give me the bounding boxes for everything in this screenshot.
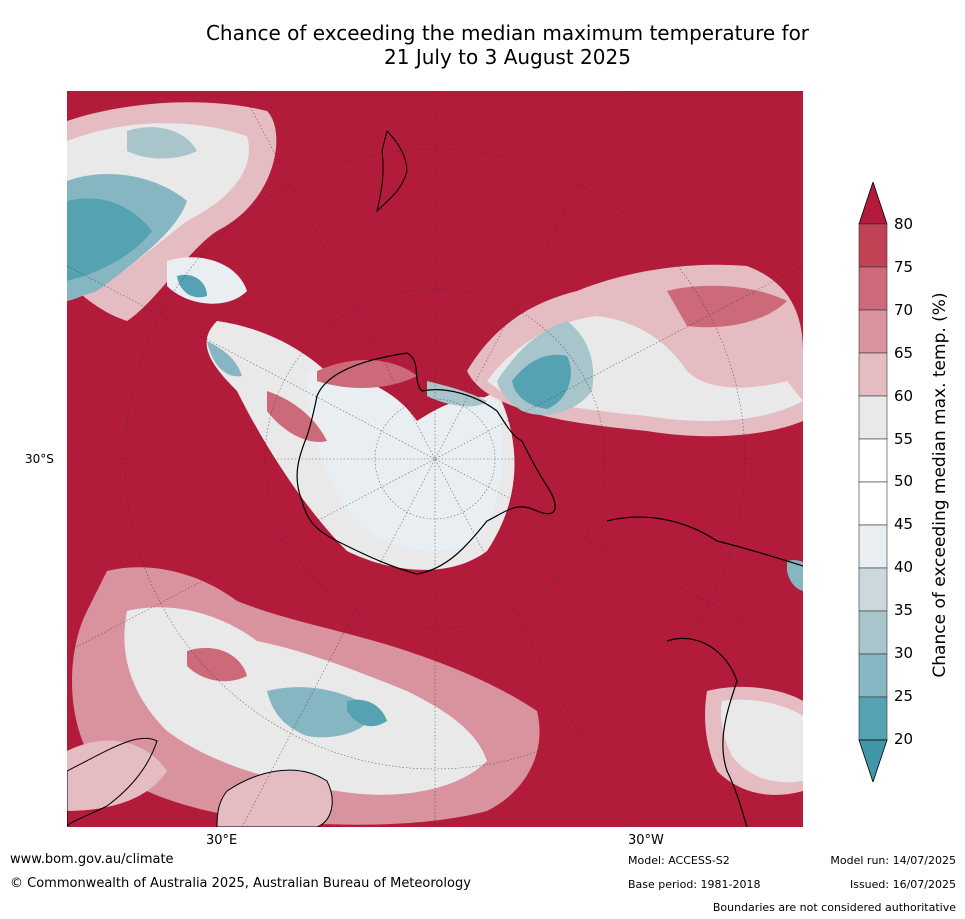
colorbar-tick-75: 75 (894, 258, 914, 276)
colorbar-tick-55: 55 (894, 430, 914, 448)
australia-anomaly-field (67, 102, 277, 321)
colorbar-block (858, 438, 888, 483)
antarctica-anomaly-field (206, 321, 556, 575)
colorbar-tick-60: 60 (894, 387, 914, 405)
map-title: Chance of exceeding the median maximum t… (0, 21, 965, 69)
colorbar-title: Chance of exceeding median max. temp. (%… (930, 292, 950, 678)
colorbar-upper-extension (858, 182, 888, 225)
south-atlantic-anomaly-field (467, 264, 803, 437)
model-run-info: Model run: 14/07/2025 (830, 854, 956, 867)
south-america-anomaly-field (606, 516, 803, 827)
colorbar-block (858, 352, 888, 397)
graticule (67, 91, 803, 827)
base-period-info: Base period: 1981-2018 (628, 878, 761, 891)
colorbar-tick-80: 80 (894, 215, 914, 233)
copyright-notice: © Commonwealth of Australia 2025, Austra… (10, 876, 471, 891)
issued-info: Issued: 16/07/2025 (849, 878, 956, 891)
lat-label-30s: 30°S (25, 452, 54, 466)
colorbar-tick-70: 70 (894, 301, 914, 319)
colorbar-tick-40: 40 (894, 558, 914, 576)
colorbar-block (858, 567, 888, 612)
colorbar-tick-65: 65 (894, 344, 914, 362)
colorbar-block (858, 696, 888, 741)
colorbar-block (858, 266, 888, 311)
colorbar-block (858, 610, 888, 655)
colorbar-lower-extension (858, 739, 888, 782)
colorbar (858, 182, 888, 782)
colorbar-tick-20: 20 (894, 730, 914, 748)
colorbar-block (858, 653, 888, 698)
colorbar-block (858, 524, 888, 569)
colorbar-block (858, 395, 888, 440)
model-info: Model: ACCESS-S2 (628, 854, 730, 867)
colorbar-block (858, 309, 888, 354)
title-line-2: 21 July to 3 August 2025 (384, 45, 631, 69)
forecast-map (67, 91, 803, 827)
lon-label-30e: 30°E (206, 833, 238, 848)
colorbar-tick-50: 50 (894, 472, 914, 490)
website-link[interactable]: www.bom.gov.au/climate (10, 852, 174, 867)
map-canvas (67, 91, 803, 827)
colorbar-tick-35: 35 (894, 601, 914, 619)
colorbar-block (858, 223, 888, 268)
colorbar-block (858, 481, 888, 526)
title-line-1: Chance of exceeding the median maximum t… (205, 21, 810, 45)
south-africa-anomaly-field (67, 567, 540, 827)
boundaries-disclaimer: Boundaries are not considered authoritat… (712, 901, 956, 914)
colorbar-tick-45: 45 (894, 515, 914, 533)
colorbar-tick-25: 25 (894, 687, 914, 705)
colorbar-tick-30: 30 (894, 644, 914, 662)
lon-label-30w: 30°W (628, 833, 664, 848)
